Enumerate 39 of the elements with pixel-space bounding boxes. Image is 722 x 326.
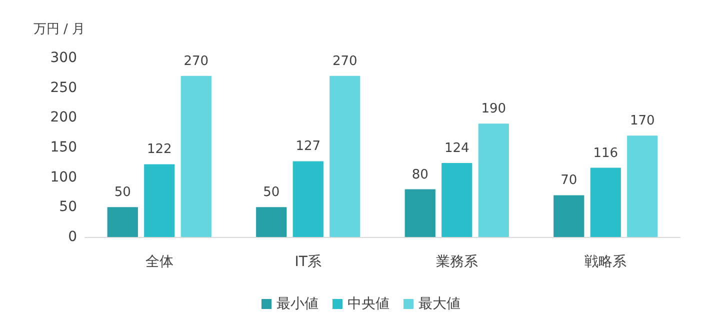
legend-label: 最小値 [276, 296, 318, 312]
y-tick-label: 150 [50, 140, 77, 156]
data-label: 170 [630, 114, 655, 129]
bar [256, 207, 287, 237]
legend-label: 中央値 [348, 296, 390, 312]
bar [144, 164, 175, 237]
data-label: 116 [593, 146, 618, 161]
x-tick-label: IT系 [294, 254, 322, 270]
data-label: 124 [444, 141, 470, 156]
data-label: 70 [560, 173, 578, 188]
bar [627, 136, 658, 237]
data-label: 80 [412, 167, 428, 182]
bar [478, 124, 509, 237]
x-tick-label: 全体 [145, 254, 174, 270]
x-tick-label: 戦略系 [584, 254, 627, 270]
y-tick-label: 0 [68, 229, 77, 245]
x-tick-label: 業務系 [436, 254, 478, 270]
y-axis-title: 万円 / 月 [33, 22, 85, 37]
bar [442, 163, 472, 237]
bar [292, 161, 324, 237]
legend-label: 最大値 [418, 296, 460, 312]
data-label: 270 [184, 54, 209, 69]
y-tick-label: 300 [50, 50, 77, 66]
y-tick-label: 200 [50, 110, 77, 126]
data-label: 190 [481, 102, 506, 117]
bar [404, 189, 436, 237]
data-label: 122 [146, 142, 172, 158]
bar [590, 168, 621, 237]
data-label: 50 [263, 185, 280, 200]
y-tick-label: 50 [59, 199, 77, 216]
data-label: 270 [332, 54, 358, 69]
data-label: 50 [114, 185, 131, 200]
bar [554, 195, 584, 237]
y-tick-label: 100 [50, 169, 77, 186]
data-label: 127 [296, 139, 321, 154]
bar [180, 76, 212, 237]
bar [107, 207, 138, 237]
bar [330, 76, 360, 237]
y-tick-label: 250 [50, 80, 77, 96]
